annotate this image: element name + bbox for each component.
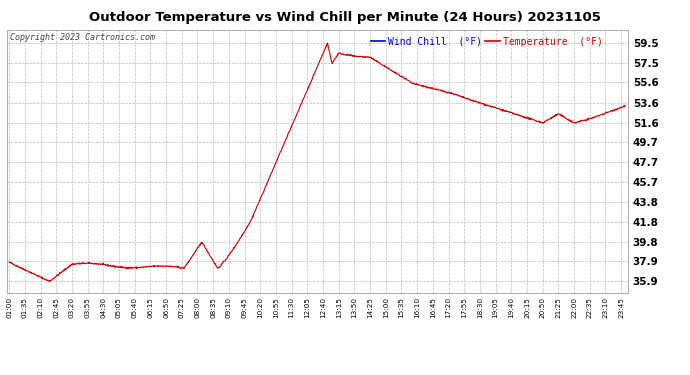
Text: Copyright 2023 Cartronics.com: Copyright 2023 Cartronics.com <box>10 33 155 42</box>
Text: Outdoor Temperature vs Wind Chill per Minute (24 Hours) 20231105: Outdoor Temperature vs Wind Chill per Mi… <box>89 11 601 24</box>
Legend: Wind Chill  (°F), Temperature  (°F): Wind Chill (°F), Temperature (°F) <box>368 35 604 49</box>
